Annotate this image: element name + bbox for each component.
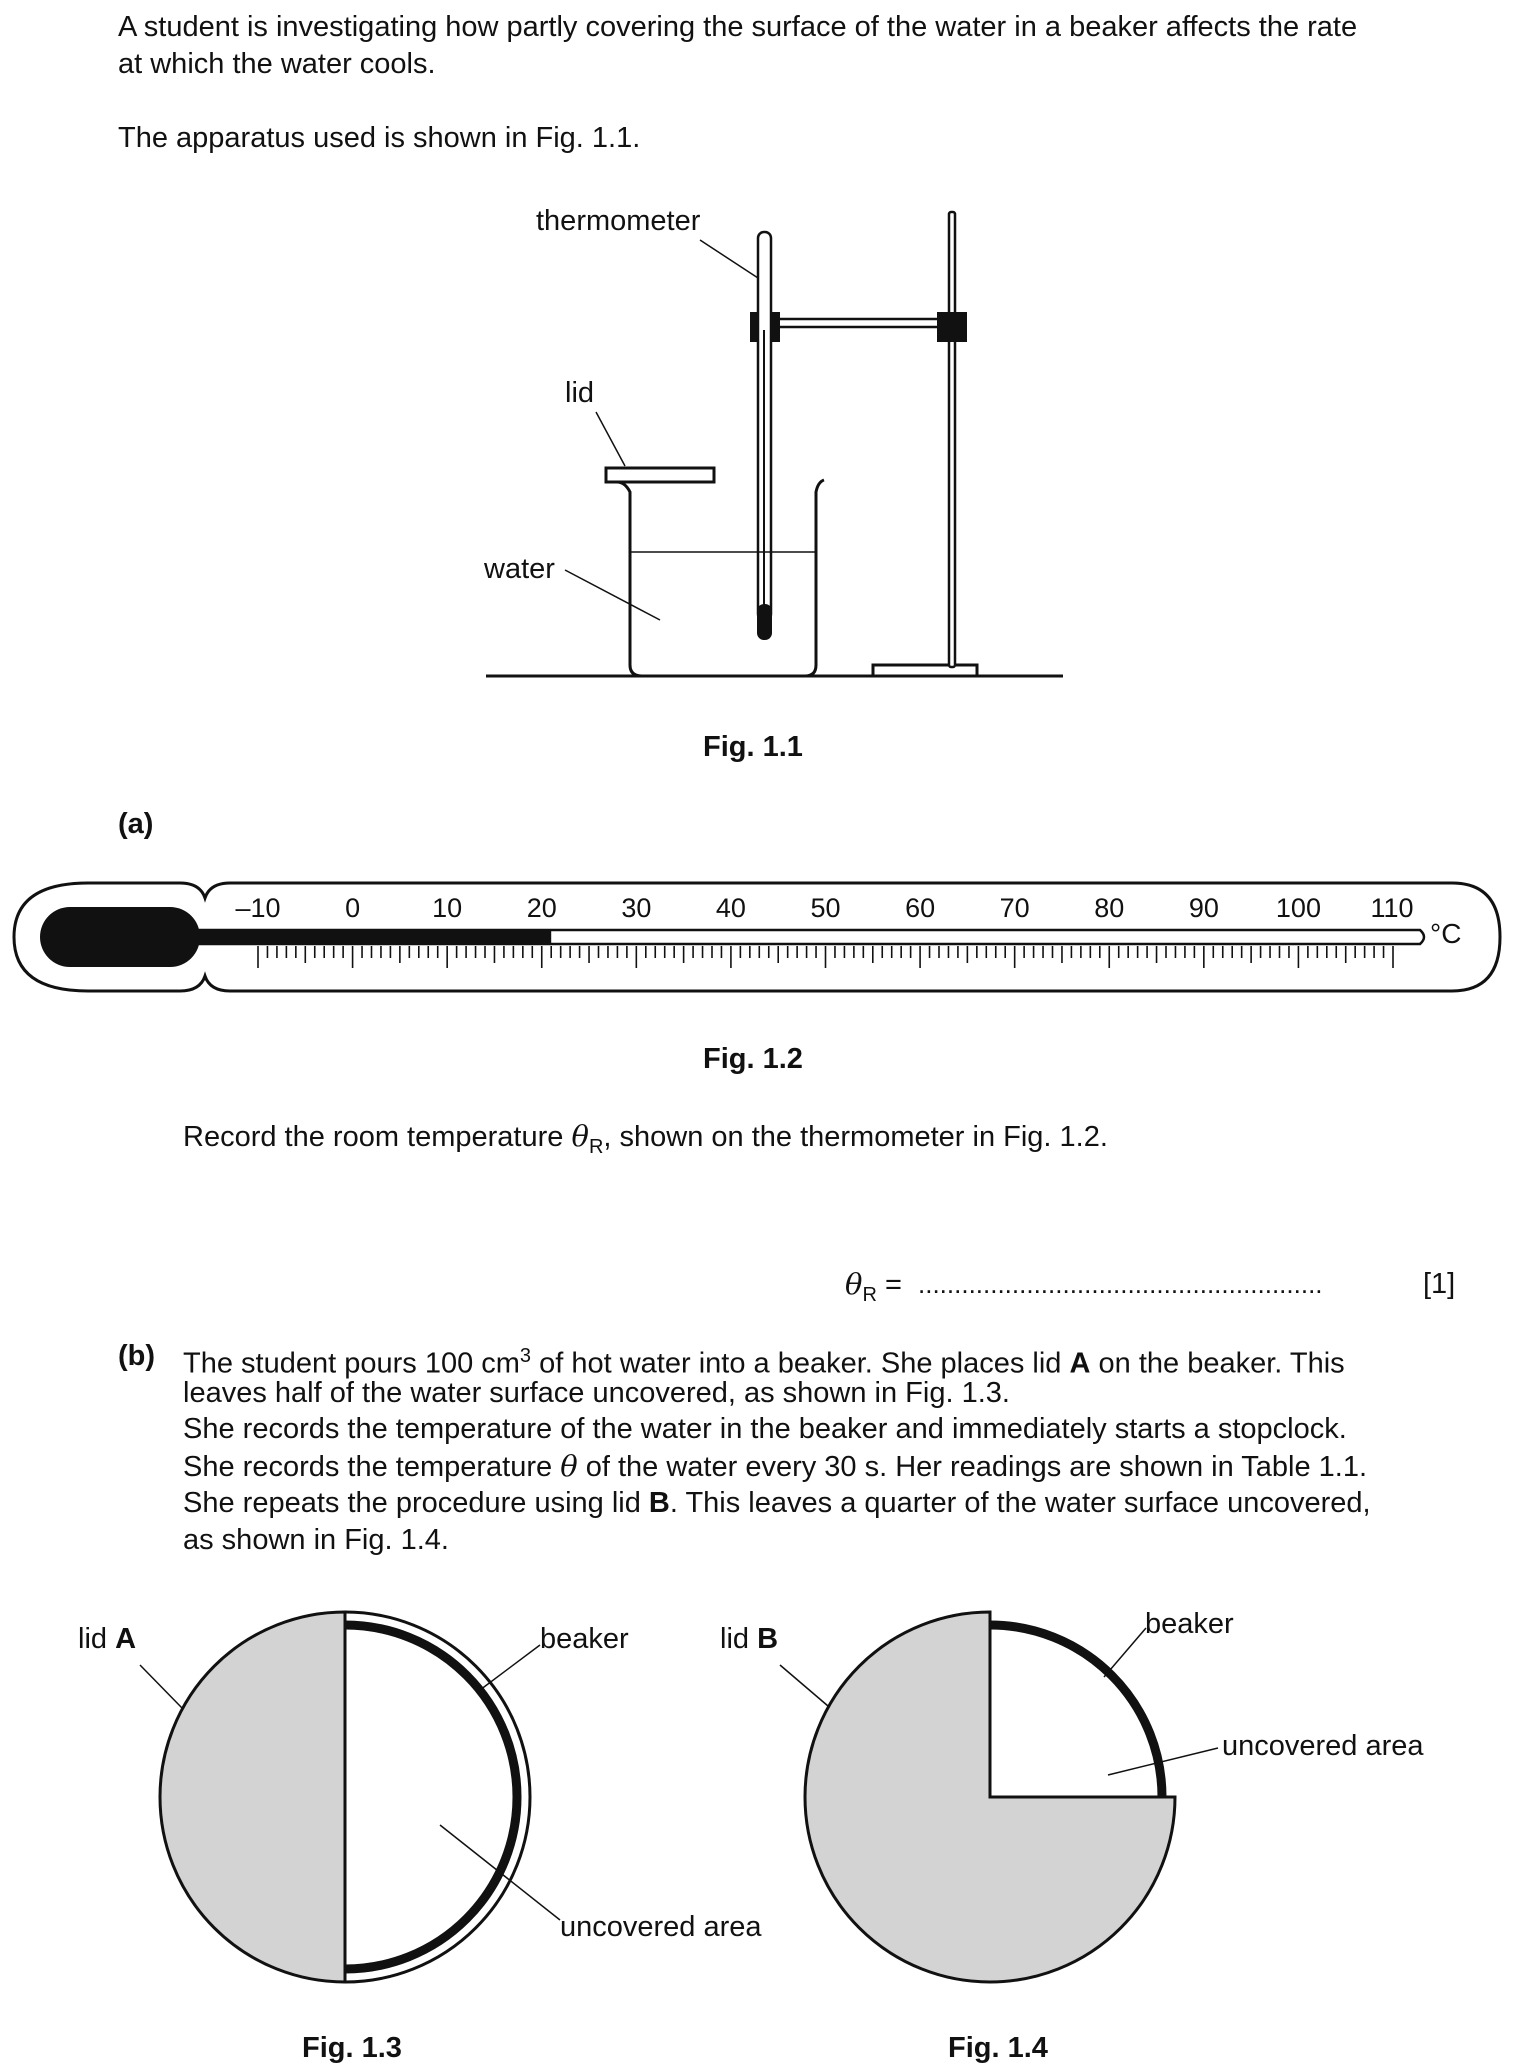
- tick-label: 110: [1370, 893, 1414, 923]
- part-b-line-3: She records the temperature of the water…: [183, 1413, 1347, 1445]
- answer-line: θR =: [845, 1266, 902, 1314]
- answer-equals: =: [876, 1269, 902, 1301]
- label-lid: lid: [565, 377, 595, 409]
- fig-1-1-caption: Fig. 1.1: [703, 731, 803, 763]
- part-a-question: Record the room temperature θR, shown on…: [183, 1118, 1108, 1166]
- part-b-line-5: She repeats the procedure using lid B. T…: [183, 1485, 1371, 1522]
- marks-a: [1]: [1423, 1268, 1456, 1300]
- intro-line-1: A student is investigating how partly co…: [118, 11, 1358, 43]
- b-line1-pre: The student pours 100 cm: [183, 1347, 520, 1380]
- fig14-uncovered-label: uncovered area: [1222, 1730, 1424, 1762]
- b-line1-sup: 3: [519, 1345, 532, 1367]
- answer-theta-subscript: R: [862, 1283, 877, 1306]
- b-line1-bold: A: [1069, 1347, 1091, 1380]
- label-water: water: [484, 553, 555, 585]
- fig14-lid-pre: lid: [720, 1623, 758, 1655]
- part-b-line-4: She records the temperature θ of the wat…: [183, 1448, 1367, 1486]
- fig13-uncovered-label: uncovered area: [560, 1911, 762, 1943]
- part-b-line-2: leaves half of the water surface uncover…: [183, 1377, 1010, 1409]
- question-text-pre: Record the room temperature: [183, 1121, 572, 1153]
- tick-label: 10: [432, 893, 463, 923]
- b-line4-post: of the water every 30 s. Her readings ar…: [577, 1451, 1368, 1483]
- question-text-post: , shown on the thermometer in Fig. 1.2.: [603, 1121, 1108, 1153]
- part-b-marker: (b): [118, 1340, 156, 1372]
- fig14-lid-bold: B: [757, 1623, 779, 1655]
- part-b-line-1: The student pours 100 cm3 of hot water i…: [183, 1338, 1345, 1383]
- intro-line-3: The apparatus used is shown in Fig. 1.1.: [118, 122, 641, 154]
- tick-label: 100: [1275, 893, 1321, 923]
- fig14-lid-label: lid B: [720, 1623, 778, 1656]
- fig13-beaker-label: beaker: [540, 1623, 629, 1655]
- tick-label: 60: [905, 893, 936, 923]
- b-line4-pre: She records the temperature: [183, 1451, 561, 1483]
- answer-field[interactable]: ........................................…: [918, 1269, 1323, 1299]
- label-thermometer: thermometer: [536, 205, 701, 237]
- fig13-lid-pre: lid: [78, 1623, 116, 1655]
- tick-label: –10: [235, 893, 281, 923]
- tick-label: 30: [621, 893, 652, 923]
- tick-label: 90: [1188, 893, 1219, 923]
- fig13-lid-label: lid A: [78, 1623, 136, 1656]
- answer-theta-symbol: θ: [845, 1267, 863, 1301]
- tick-label: 80: [1094, 893, 1125, 923]
- tick-label: 70: [999, 893, 1030, 923]
- b-line1-mid: of hot water into a beaker. She places l…: [531, 1347, 1070, 1380]
- tick-label: 20: [526, 893, 557, 923]
- fig14-beaker-label: beaker: [1145, 1608, 1234, 1640]
- b-line1-post: on the beaker. This: [1090, 1347, 1345, 1380]
- tick-label: 40: [715, 893, 746, 923]
- b-line5-bold: B: [648, 1487, 670, 1519]
- fig-1-3-caption: Fig. 1.3: [302, 2032, 402, 2064]
- b-line5-post: . This leaves a quarter of the water sur…: [669, 1487, 1371, 1519]
- intro-line-2: at which the water cools.: [118, 48, 436, 80]
- thermometer-unit: °C: [1430, 918, 1462, 949]
- part-b-line-6: as shown in Fig. 1.4.: [183, 1524, 449, 1556]
- b-line5-pre: She repeats the procedure using lid: [183, 1487, 649, 1519]
- thermometer-scale: [257, 946, 1394, 968]
- fig-1-4-caption: Fig. 1.4: [948, 2032, 1048, 2064]
- b-line4-theta: θ: [560, 1449, 578, 1483]
- theta-symbol: θ: [571, 1119, 589, 1153]
- part-a-marker: (a): [118, 808, 154, 840]
- tick-label: 50: [810, 893, 841, 923]
- fig-1-2-caption: Fig. 1.2: [703, 1043, 803, 1075]
- tick-label: 0: [345, 893, 361, 923]
- mercury-column: [190, 930, 552, 944]
- fig13-lid-bold: A: [115, 1623, 137, 1655]
- theta-subscript: R: [588, 1135, 604, 1158]
